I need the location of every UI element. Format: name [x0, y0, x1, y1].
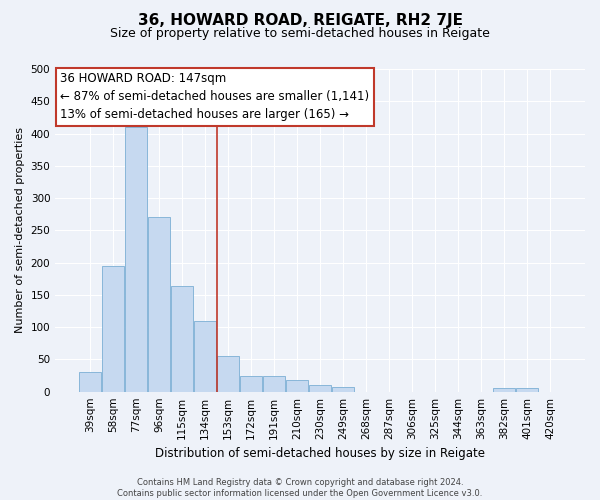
- Bar: [332, 386, 354, 392]
- Bar: [516, 388, 538, 392]
- Bar: [171, 286, 193, 392]
- Bar: [102, 266, 124, 392]
- Bar: [125, 127, 147, 392]
- Bar: [240, 376, 262, 392]
- Bar: [286, 380, 308, 392]
- Bar: [309, 385, 331, 392]
- Text: Size of property relative to semi-detached houses in Reigate: Size of property relative to semi-detach…: [110, 28, 490, 40]
- Text: Contains HM Land Registry data © Crown copyright and database right 2024.
Contai: Contains HM Land Registry data © Crown c…: [118, 478, 482, 498]
- Y-axis label: Number of semi-detached properties: Number of semi-detached properties: [15, 128, 25, 334]
- Bar: [263, 376, 285, 392]
- Bar: [194, 320, 216, 392]
- Text: 36 HOWARD ROAD: 147sqm
← 87% of semi-detached houses are smaller (1,141)
13% of : 36 HOWARD ROAD: 147sqm ← 87% of semi-det…: [61, 72, 370, 121]
- Bar: [79, 372, 101, 392]
- Bar: [493, 388, 515, 392]
- X-axis label: Distribution of semi-detached houses by size in Reigate: Distribution of semi-detached houses by …: [155, 447, 485, 460]
- Bar: [148, 218, 170, 392]
- Bar: [217, 356, 239, 392]
- Text: 36, HOWARD ROAD, REIGATE, RH2 7JE: 36, HOWARD ROAD, REIGATE, RH2 7JE: [137, 12, 463, 28]
